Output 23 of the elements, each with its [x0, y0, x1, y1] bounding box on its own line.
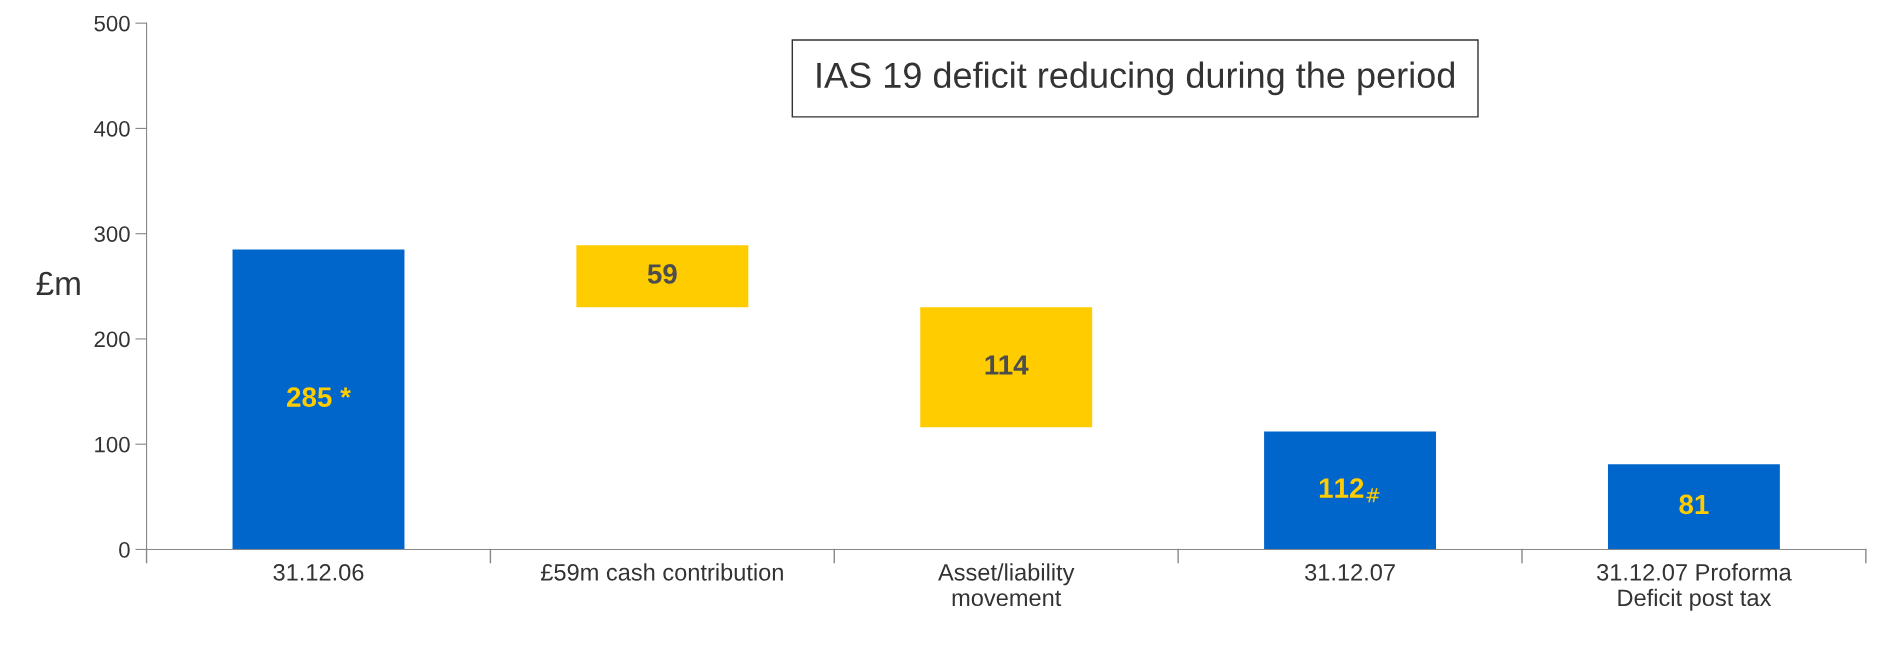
x-tick-label: 31.12.07 [1305, 563, 1395, 581]
y-tick-label: 400 [94, 120, 130, 137]
y-tick-label: 100 [95, 436, 130, 453]
x-tick-label: Asset/liability movement [938, 563, 1075, 607]
y-tick-label: 300 [94, 226, 130, 242]
bar [920, 307, 1093, 428]
bar [576, 245, 749, 308]
x-tick-label: 31.12.07 Proforma Deficit post tax [1597, 563, 1792, 611]
data-label: 112$_{#}$ [1319, 478, 1380, 503]
y-tick-label: 200 [94, 331, 130, 348]
x-tick-label: £59m cash contribution [540, 563, 783, 581]
text: IAS 19 deficit reducing during the period [817, 61, 1455, 96]
data-label: 81 [1679, 494, 1709, 515]
data-label: 59 [647, 264, 677, 284]
data-label: 114 [985, 355, 1029, 375]
bar [1607, 464, 1780, 550]
bar [232, 249, 405, 550]
y-tick-label: 500 [94, 15, 130, 32]
y-tick-label: 0 [119, 541, 130, 558]
x-tick-label: 31.12.06 [273, 563, 364, 581]
y-axis-title: £m [36, 271, 80, 295]
data-label: 285 * [287, 387, 351, 407]
bar [1264, 431, 1437, 550]
